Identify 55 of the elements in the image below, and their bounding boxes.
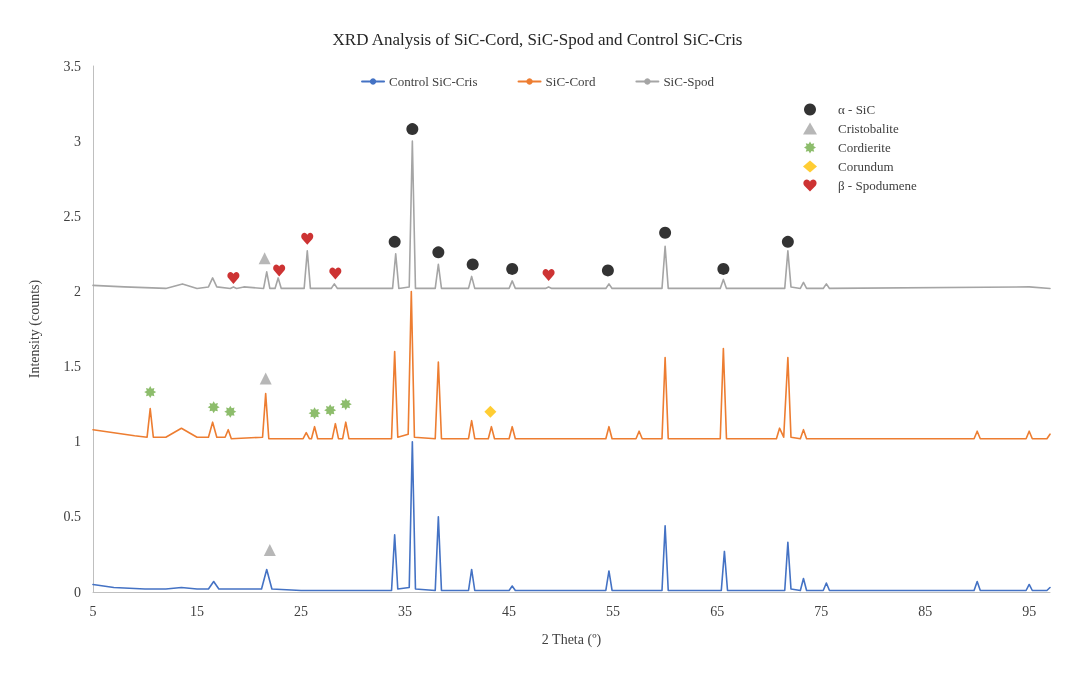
point	[406, 123, 419, 136]
x-tick-label: 25	[294, 603, 309, 619]
point	[339, 398, 352, 411]
legend-label: SiC-Cord	[545, 74, 596, 89]
legend-label: Corundum	[838, 159, 894, 174]
legend-label: SiC-Spod	[663, 74, 715, 89]
x-tick-label: 95	[1022, 603, 1037, 619]
x-tick-label: 85	[918, 603, 933, 619]
point	[308, 407, 321, 420]
point	[259, 372, 272, 385]
y-tick-label: 0.5	[63, 509, 81, 525]
point	[388, 235, 401, 248]
x-tick-label: 65	[710, 603, 725, 619]
point	[224, 405, 237, 418]
point	[329, 267, 342, 280]
point	[144, 386, 157, 399]
y-tick-label: 1.5	[63, 359, 81, 375]
x-tick-label: 75	[814, 603, 829, 619]
point	[273, 264, 286, 277]
x-tick-label: 55	[606, 603, 621, 619]
y-tick-label: 0	[74, 584, 81, 600]
legend-label: Cristobalite	[838, 121, 899, 136]
point	[466, 258, 479, 271]
point	[263, 543, 276, 556]
legend-label: Cordierite	[838, 140, 891, 155]
legend-label: β - Spodumene	[838, 178, 918, 193]
x-tick-label: 45	[502, 603, 517, 619]
legend-label: α - SiC	[838, 102, 876, 117]
y-tick-label: 2.5	[63, 208, 81, 224]
point	[506, 262, 519, 275]
point	[227, 271, 240, 284]
point	[258, 252, 271, 265]
legend-label: Control SiC-Cris	[389, 74, 478, 89]
y-axis-title: Intensity (counts)	[26, 279, 43, 379]
y-tick-label: 1	[74, 434, 81, 450]
line-series	[92, 290, 1051, 440]
y-tick-label: 3	[74, 133, 81, 149]
chart-title: XRD Analysis of SiC-Cord, SiC-Spod and Control SiC-Cris	[332, 30, 743, 49]
point	[324, 404, 337, 417]
y-tick-label: 3.5	[63, 58, 81, 74]
point	[717, 262, 730, 275]
point	[542, 268, 555, 281]
x-tick-label: 35	[398, 603, 413, 619]
y-tick-label: 2	[74, 283, 81, 299]
point	[601, 264, 614, 277]
x-tick-label: 15	[190, 603, 205, 619]
point	[301, 232, 314, 245]
point	[484, 405, 497, 418]
point	[432, 246, 445, 259]
x-axis-title: 2 Theta (º)	[541, 631, 602, 648]
x-tick-label: 5	[89, 603, 97, 619]
line-series	[92, 140, 1051, 290]
point	[659, 226, 672, 239]
point	[781, 235, 794, 248]
point	[207, 401, 220, 414]
